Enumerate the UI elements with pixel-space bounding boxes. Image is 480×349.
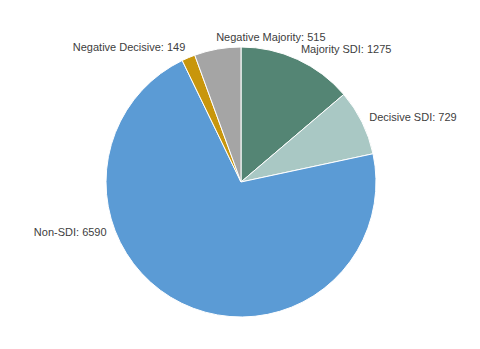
value-text: : 515 — [301, 31, 325, 43]
value-text: : 729 — [432, 111, 456, 123]
value-text: : 6590 — [76, 226, 107, 238]
data-label: Decisive SDI: 729 — [369, 111, 456, 123]
value-text: : 149 — [161, 41, 185, 53]
category-name: Negative Decisive — [73, 41, 161, 53]
category-name: Decisive SDI — [369, 111, 432, 123]
category-name: Non-SDI — [34, 226, 76, 238]
data-label: Non-SDI: 6590 — [34, 226, 107, 238]
slices — [106, 47, 376, 317]
slice — [195, 47, 241, 182]
labels: Majority SDI: 1275 Decisive SDI: 729 Non-S… — [34, 31, 457, 238]
value-text: : 1275 — [361, 43, 392, 55]
category-name: Negative Majority — [216, 31, 301, 43]
data-label: Negative Majority: 515 — [216, 31, 325, 43]
category-name: Majority SDI — [301, 43, 361, 55]
data-label: Majority SDI: 1275 — [301, 43, 392, 55]
data-label: Negative Decisive: 149 — [73, 41, 186, 53]
chart: Majority SDI: 1275 Decisive SDI: 729 Non-S… — [0, 0, 480, 349]
